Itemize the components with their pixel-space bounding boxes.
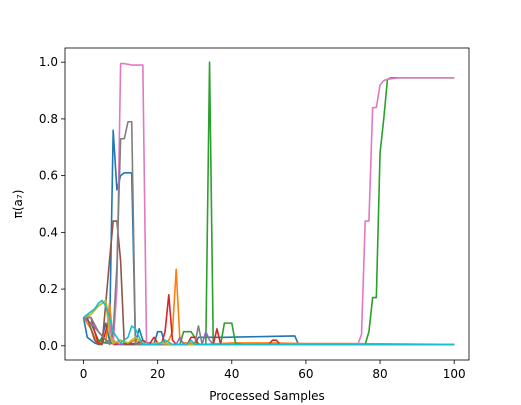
series-layer xyxy=(82,61,455,346)
y-tick-label: 1.0 xyxy=(39,55,58,69)
x-tick-label: 100 xyxy=(443,367,466,381)
series-line-8 xyxy=(83,120,455,346)
x-tick-label: 80 xyxy=(372,367,387,381)
series-line-10 xyxy=(83,299,455,346)
x-axis-label: Processed Samples xyxy=(209,389,325,403)
y-tick-label: 0.8 xyxy=(39,112,58,126)
y-tick-label: 0.4 xyxy=(39,225,58,239)
y-tick-label: 0.6 xyxy=(39,169,58,183)
x-tick-label: 60 xyxy=(298,367,313,381)
ticks-layer: 0 20 40 60 80 100 0.0 0.2 0.4 0.6 0.8 1.0 xyxy=(39,55,466,381)
plot-frame xyxy=(64,47,470,361)
y-tick-label: 0.0 xyxy=(39,339,58,353)
y-tick-label: 0.2 xyxy=(39,282,58,296)
x-tick-label: 20 xyxy=(150,367,165,381)
series-line-6 xyxy=(83,220,455,346)
x-tick-label: 40 xyxy=(224,367,239,381)
x-tick-label: 0 xyxy=(80,367,88,381)
y-axis-label: π(a₇) xyxy=(11,190,25,219)
